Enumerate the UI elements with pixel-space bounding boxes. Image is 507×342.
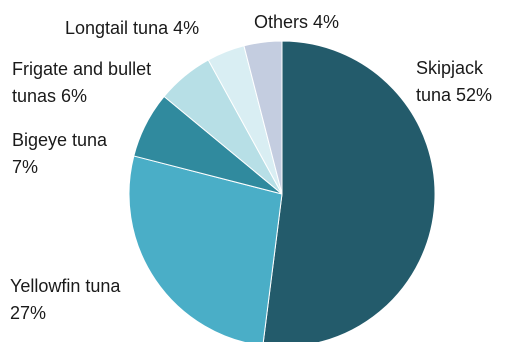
slice-label-1: Skipjack tuna 52% <box>416 58 492 105</box>
slice-label-2: Yellowfin tuna 27% <box>10 276 121 323</box>
slice-label-line: Longtail tuna 4% <box>65 18 199 38</box>
slice-label-4: Frigate and bullet tunas 6% <box>12 59 151 106</box>
slice-label-6: Others 4% <box>254 12 339 32</box>
slice-label-line: Bigeye tuna <box>12 130 108 150</box>
pie-slice-1 <box>262 40 436 342</box>
slice-label-line: 7% <box>12 157 38 177</box>
slice-label-line: Others 4% <box>254 12 339 32</box>
slice-label-line: tunas 6% <box>12 86 87 106</box>
slice-label-line: Skipjack <box>416 58 484 78</box>
slice-label-line: tuna 52% <box>416 85 492 105</box>
slice-label-line: Frigate and bullet <box>12 59 151 79</box>
slice-label-3: Bigeye tuna 7% <box>12 130 108 177</box>
slice-label-line: 27% <box>10 303 46 323</box>
slice-label-5: Longtail tuna 4% <box>65 18 199 38</box>
slice-label-line: Yellowfin tuna <box>10 276 121 296</box>
pie-slice-6 <box>243 40 283 195</box>
pie-slice-2 <box>128 155 283 342</box>
